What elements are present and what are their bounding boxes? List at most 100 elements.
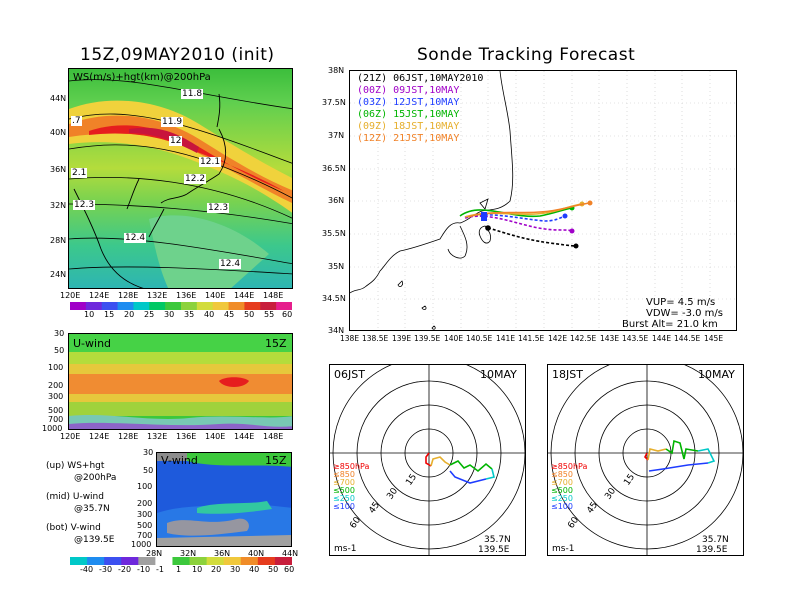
contour-label: .7 (71, 116, 82, 126)
contour-label: 12 (169, 136, 183, 146)
colorbar-tick: 55 (264, 310, 275, 319)
colorbar-tick: 15 (104, 310, 115, 319)
colorbar-tick: 45 (224, 310, 235, 319)
colorbar-swatch (149, 302, 166, 310)
contour-label: 12.4 (124, 233, 147, 243)
v-lat-tick: 32N (180, 549, 197, 558)
track-lon-ticks: 138E 138.5E 139E 139.5E 140E 140.5E 141E… (340, 334, 760, 344)
hodo06-lat: 35.7N (484, 535, 511, 545)
colorbar-swatch (274, 557, 292, 565)
colorbar-swatch (70, 302, 87, 310)
hodograph-18jst (548, 365, 743, 555)
hodo18-unit: ms-1 (552, 544, 575, 554)
legend-bot-2: @139.5E (74, 535, 115, 545)
v-pressure-tick: 500 (137, 521, 153, 530)
contour-label: 12.1 (199, 157, 222, 167)
track-lat-tick: 34.5N (322, 294, 346, 303)
map-panel-label: WS(m/s)+hgt(km)@200hPa (73, 72, 211, 83)
track-jst: 18JST,10MAY (393, 121, 460, 132)
track-legend-row: (06Z) 15JST,10MAY (357, 109, 483, 121)
colorbar-tick: 50 (268, 565, 279, 574)
u-lon-tick: 140E (205, 432, 226, 441)
map-lat-tick: 44N (50, 94, 67, 103)
track-utc: (09Z) (357, 121, 388, 132)
hodo18-level: ≤250 (551, 494, 573, 503)
colorbar-tick: -40 (80, 565, 94, 574)
track-lon-tick: 144E (652, 334, 672, 343)
wind-speed-map-panel: WS(m/s)+hgt(km)@200hPa 11.8 11.9 12 12.1… (68, 68, 293, 289)
sonde-landing-point (562, 213, 568, 219)
v-wind-section (157, 453, 291, 546)
map-lon-tick: 144E (234, 291, 255, 300)
wind-speed-map (69, 69, 292, 288)
colorbar-tick: 20 (124, 310, 135, 319)
u-pressure-tick: 30 (54, 329, 65, 338)
u-lon-tick: 124E (89, 432, 110, 441)
sonde-landing-point (587, 200, 593, 206)
track-legend-row: (03Z) 12JST,10MAY (357, 97, 483, 109)
track-map (350, 71, 736, 330)
map-lon-tick: 120E (60, 291, 81, 300)
colorbar-swatch (70, 557, 88, 565)
contour-label: 12.2 (184, 174, 207, 184)
colorbar-swatch (212, 302, 230, 310)
contour-label: 2.1 (71, 168, 88, 178)
track-lon-tick: 145E (704, 334, 724, 343)
v-pressure-tick: 50 (143, 466, 154, 475)
hodo18-level: ≤500 (551, 486, 573, 495)
colorbar-swatch (260, 302, 277, 310)
right-title: Sonde Tracking Forecast (417, 45, 636, 65)
launch-marker (481, 212, 487, 221)
track-lon-tick: 138.5E (362, 334, 389, 343)
track-lat-tick: 36.5N (322, 164, 346, 173)
track-lon-tick: 142.5E (570, 334, 597, 343)
hodo06-date: 10MAY (480, 368, 517, 381)
map-colorbar-ticks: 10 15 20 25 30 35 40 45 50 55 60 (70, 310, 292, 320)
v-wind-label: V-wind (161, 454, 198, 467)
sonde-landing-point (573, 243, 579, 249)
contour-label: 11.9 (161, 117, 184, 127)
hodograph-06jst-panel: 06JST 10MAY 15 30 45 60 ≥850hPa ≤850 ≤70… (329, 364, 526, 556)
track-utc: (03Z) (357, 97, 388, 108)
colorbar-tick: 30 (230, 565, 241, 574)
colorbar-swatch (133, 302, 150, 310)
track-jst: 12JST,10MAY (393, 97, 460, 108)
wind-colorbar-ticks: -40 -30 -20 -10 -1 1 10 20 30 40 50 60 (70, 565, 295, 575)
v-lat-tick: 40N (248, 549, 265, 558)
colorbar-tick: 60 (284, 565, 295, 574)
contour-label: 12.4 (219, 259, 242, 269)
u-lon-tick: 144E (234, 432, 255, 441)
hodo06-levels: ≥850hPa ≤850 ≤700 ≤500 ≤250 ≤100 (333, 463, 369, 511)
legend-up-2: @200hPa (74, 473, 117, 483)
hodo06-level: ≤700 (333, 478, 355, 487)
track-legend: (21Z) 06JST,10MAY2010 (00Z) 09JST,10MAY … (357, 73, 483, 145)
map-colorbar (70, 302, 292, 310)
colorbar-tick: -10 (137, 565, 151, 574)
track-utc: (21Z) (357, 73, 388, 84)
map-lon-tick: 148E (263, 291, 284, 300)
track-lat-tick: 35.5N (322, 229, 346, 238)
track-jst: 06JST,10MAY2010 (393, 73, 484, 84)
track-utc: (00Z) (357, 85, 388, 96)
v-lat-tick: 36N (214, 549, 231, 558)
hodo18-level: ≤100 (551, 502, 573, 511)
v-pressure-tick: 200 (137, 499, 153, 508)
track-lat-tick: 35N (328, 262, 345, 271)
u-pressure-tick: 50 (54, 346, 65, 355)
left-title: 15Z,09MAY2010 (init) (80, 45, 275, 65)
v-wind-time: 15Z (265, 454, 287, 467)
sonde-track-line (487, 227, 577, 247)
track-legend-row: (00Z) 09JST,10MAY (357, 85, 483, 97)
map-lat-tick: 32N (50, 201, 67, 210)
map-lat-tick: 28N (50, 236, 67, 245)
colorbar-swatch (244, 302, 261, 310)
hodo06-time: 06JST (334, 368, 365, 381)
track-legend-row: (21Z) 06JST,10MAY2010 (357, 73, 483, 85)
colorbar-tick: 40 (204, 310, 215, 319)
hodo06-level: ≤100 (333, 502, 355, 511)
track-lon-tick: 139E (392, 334, 412, 343)
track-lon-tick: 143E (600, 334, 620, 343)
colorbar-swatch (117, 302, 134, 310)
map-lat-tick: 36N (50, 165, 67, 174)
colorbar-swatch (257, 557, 276, 565)
